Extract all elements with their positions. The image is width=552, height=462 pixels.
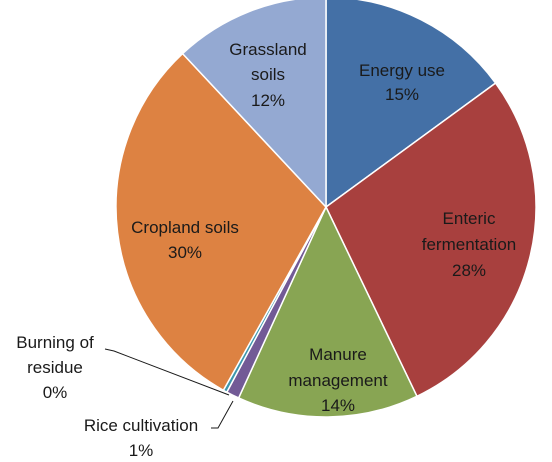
slice-labels: Energy use 15% Enteric fermentation 28% … (16, 40, 516, 460)
label-burning-of-residue-line1: Burning of (16, 333, 94, 352)
label-energy-use-value: 15% (385, 85, 419, 104)
label-cropland-soils-name: Cropland soils (131, 218, 239, 237)
leader-line-rice-cultivation (211, 400, 234, 429)
label-burning-of-residue-value: 0% (43, 383, 68, 402)
pie-slice-enteric-fermentation (325, 82, 537, 398)
pie-slice-cropland-soils (115, 52, 327, 392)
label-grassland-soils-line1: Grassland (229, 40, 306, 59)
pie-slices (115, 0, 537, 418)
label-manure-management-line2: management (288, 371, 388, 390)
label-energy-use-name: Energy use (359, 61, 445, 80)
label-burning-of-residue-line2: residue (27, 358, 83, 377)
label-rice-cultivation-name: Rice cultivation (84, 416, 198, 435)
label-cropland-soils-value: 30% (168, 243, 202, 262)
leader-lines (104, 348, 234, 429)
leader-line-burning-of-residue (104, 348, 230, 396)
label-grassland-soils-line2: soils (251, 65, 285, 84)
label-enteric-fermentation-line2: fermentation (422, 235, 517, 254)
pie-slice-energy-use (325, 0, 497, 209)
pie-slice-manure-management (237, 205, 418, 418)
label-manure-management-line1: Manure (309, 345, 367, 364)
label-manure-management-value: 14% (321, 396, 355, 415)
pie-slice-grassland-soils (181, 0, 327, 209)
label-enteric-fermentation-line1: Enteric (443, 209, 496, 228)
label-grassland-soils-value: 12% (251, 91, 285, 110)
label-enteric-fermentation-value: 28% (452, 261, 486, 280)
label-rice-cultivation-value: 1% (129, 441, 154, 460)
